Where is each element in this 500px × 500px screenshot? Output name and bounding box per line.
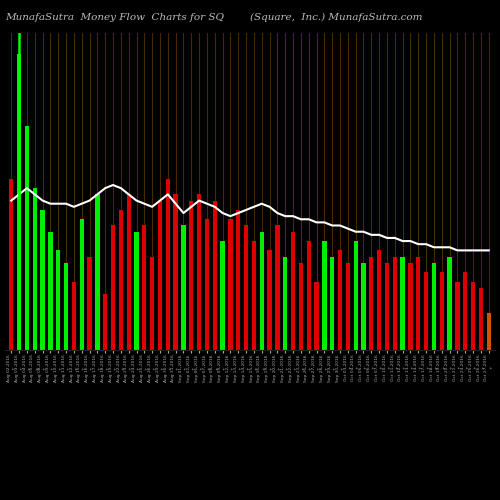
- Bar: [354, 241, 358, 350]
- Bar: [440, 272, 444, 350]
- Bar: [463, 272, 468, 350]
- Bar: [252, 241, 256, 350]
- Bar: [158, 200, 162, 350]
- Bar: [424, 272, 428, 350]
- Bar: [64, 263, 68, 350]
- Bar: [432, 263, 436, 350]
- Bar: [369, 256, 374, 350]
- Bar: [111, 226, 115, 350]
- Text: MunafaSutra  Money Flow  Charts for SQ: MunafaSutra Money Flow Charts for SQ: [5, 12, 224, 22]
- Bar: [212, 200, 217, 350]
- Bar: [95, 194, 100, 350]
- Bar: [32, 188, 37, 350]
- Text: (Square,  Inc.) MunafaSutra.com: (Square, Inc.) MunafaSutra.com: [250, 12, 422, 22]
- Bar: [392, 256, 397, 350]
- Bar: [182, 226, 186, 350]
- Bar: [330, 256, 334, 350]
- Bar: [80, 220, 84, 350]
- Bar: [244, 226, 248, 350]
- Bar: [275, 226, 280, 350]
- Bar: [174, 194, 178, 350]
- Bar: [362, 263, 366, 350]
- Bar: [268, 250, 272, 350]
- Bar: [322, 241, 326, 350]
- Bar: [9, 179, 14, 350]
- Bar: [298, 263, 303, 350]
- Bar: [408, 263, 412, 350]
- Bar: [25, 126, 29, 350]
- Bar: [486, 312, 491, 350]
- Bar: [197, 194, 202, 350]
- Bar: [260, 232, 264, 350]
- Bar: [88, 256, 92, 350]
- Bar: [134, 232, 138, 350]
- Bar: [126, 194, 131, 350]
- Bar: [456, 282, 460, 350]
- Bar: [236, 210, 240, 350]
- Bar: [189, 200, 194, 350]
- Bar: [220, 241, 225, 350]
- Bar: [166, 179, 170, 350]
- Bar: [103, 294, 108, 350]
- Bar: [205, 220, 209, 350]
- Bar: [17, 54, 21, 350]
- Bar: [48, 232, 52, 350]
- Bar: [400, 256, 405, 350]
- Bar: [291, 232, 295, 350]
- Bar: [56, 250, 60, 350]
- Bar: [40, 210, 44, 350]
- Bar: [314, 282, 318, 350]
- Bar: [118, 210, 123, 350]
- Bar: [416, 256, 420, 350]
- Bar: [385, 263, 389, 350]
- Bar: [283, 256, 288, 350]
- Bar: [150, 256, 154, 350]
- Bar: [377, 250, 382, 350]
- Bar: [448, 256, 452, 350]
- Bar: [72, 282, 76, 350]
- Bar: [338, 250, 342, 350]
- Bar: [142, 226, 146, 350]
- Bar: [346, 263, 350, 350]
- Bar: [228, 220, 232, 350]
- Bar: [471, 282, 475, 350]
- Bar: [479, 288, 483, 350]
- Bar: [306, 241, 311, 350]
